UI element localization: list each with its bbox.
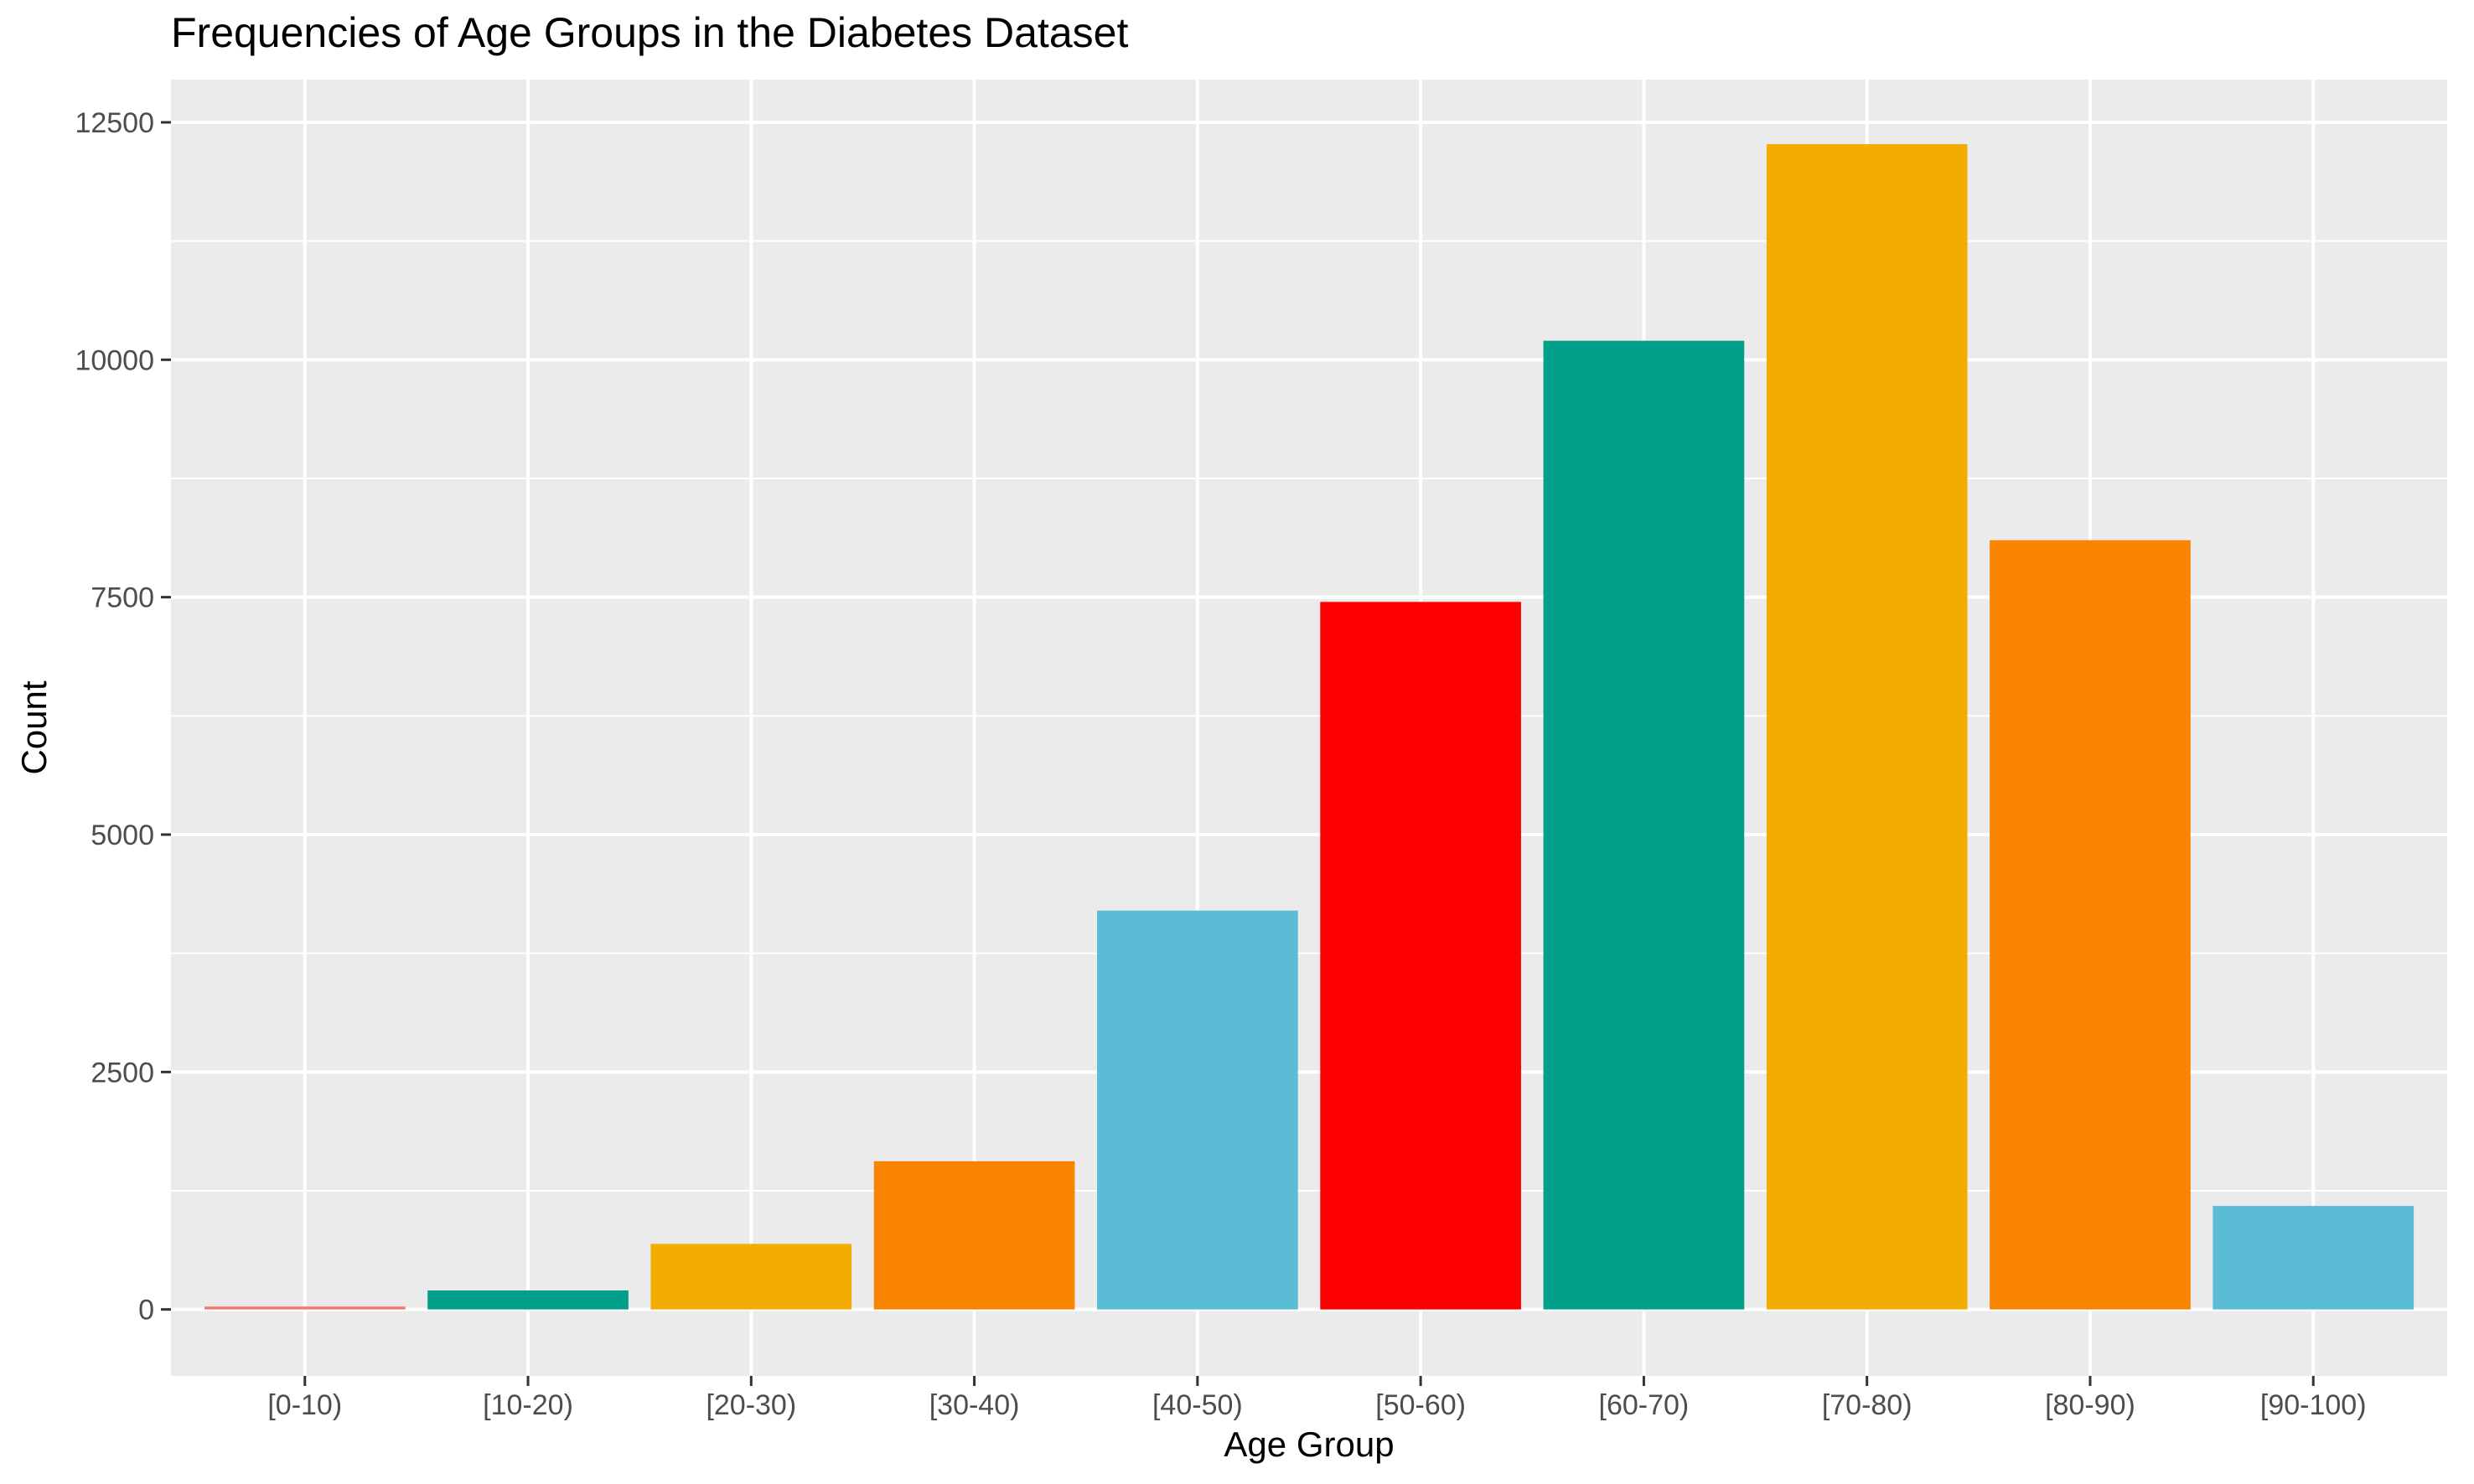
bar-[0-10) — [204, 1306, 406, 1310]
x-tick-label: [90-100) — [2260, 1389, 2367, 1421]
x-tick-label: [40-50) — [1152, 1389, 1243, 1421]
x-axis: [0-10) [10-20) [20-30) [30-40) [40-50) [50-60… — [267, 1376, 2367, 1421]
x-tick-label: [10-20) — [483, 1389, 573, 1421]
chart-title: Frequencies of Age Groups in the Diabete… — [171, 9, 1129, 56]
bar-[50-60) — [1320, 602, 1521, 1310]
y-tick-label: 12500 — [75, 107, 154, 139]
x-tick-label: [70-80) — [1822, 1389, 1912, 1421]
y-tick-label: 0 — [138, 1295, 154, 1326]
bar-[20-30) — [650, 1244, 852, 1310]
bar-[80-90) — [1990, 540, 2191, 1310]
y-tick-label: 5000 — [91, 820, 154, 851]
bar-[90-100) — [2213, 1206, 2414, 1310]
x-tick-label: [60-70) — [1599, 1389, 1690, 1421]
y-axis-title: Count — [14, 680, 54, 774]
bar-[40-50) — [1097, 910, 1298, 1310]
x-axis-title: Age Group — [1224, 1425, 1394, 1464]
bars-group — [204, 144, 2414, 1310]
bar-[10-20) — [427, 1290, 629, 1310]
x-tick-label: [0-10) — [267, 1389, 342, 1421]
bar-[30-40) — [873, 1161, 1075, 1310]
x-tick-label: [50-60) — [1375, 1389, 1466, 1421]
y-tick-label: 2500 — [91, 1057, 154, 1088]
bar-[60-70) — [1543, 340, 1745, 1310]
y-tick-label: 7500 — [91, 582, 154, 614]
x-tick-label: [80-90) — [2045, 1389, 2135, 1421]
y-axis: 0 2500 5000 7500 10000 12500 — [75, 107, 171, 1326]
y-tick-label: 10000 — [75, 344, 154, 376]
bar-[70-80) — [1766, 144, 1968, 1310]
x-tick-label: [30-40) — [929, 1389, 1020, 1421]
x-tick-label: [20-30) — [706, 1389, 796, 1421]
